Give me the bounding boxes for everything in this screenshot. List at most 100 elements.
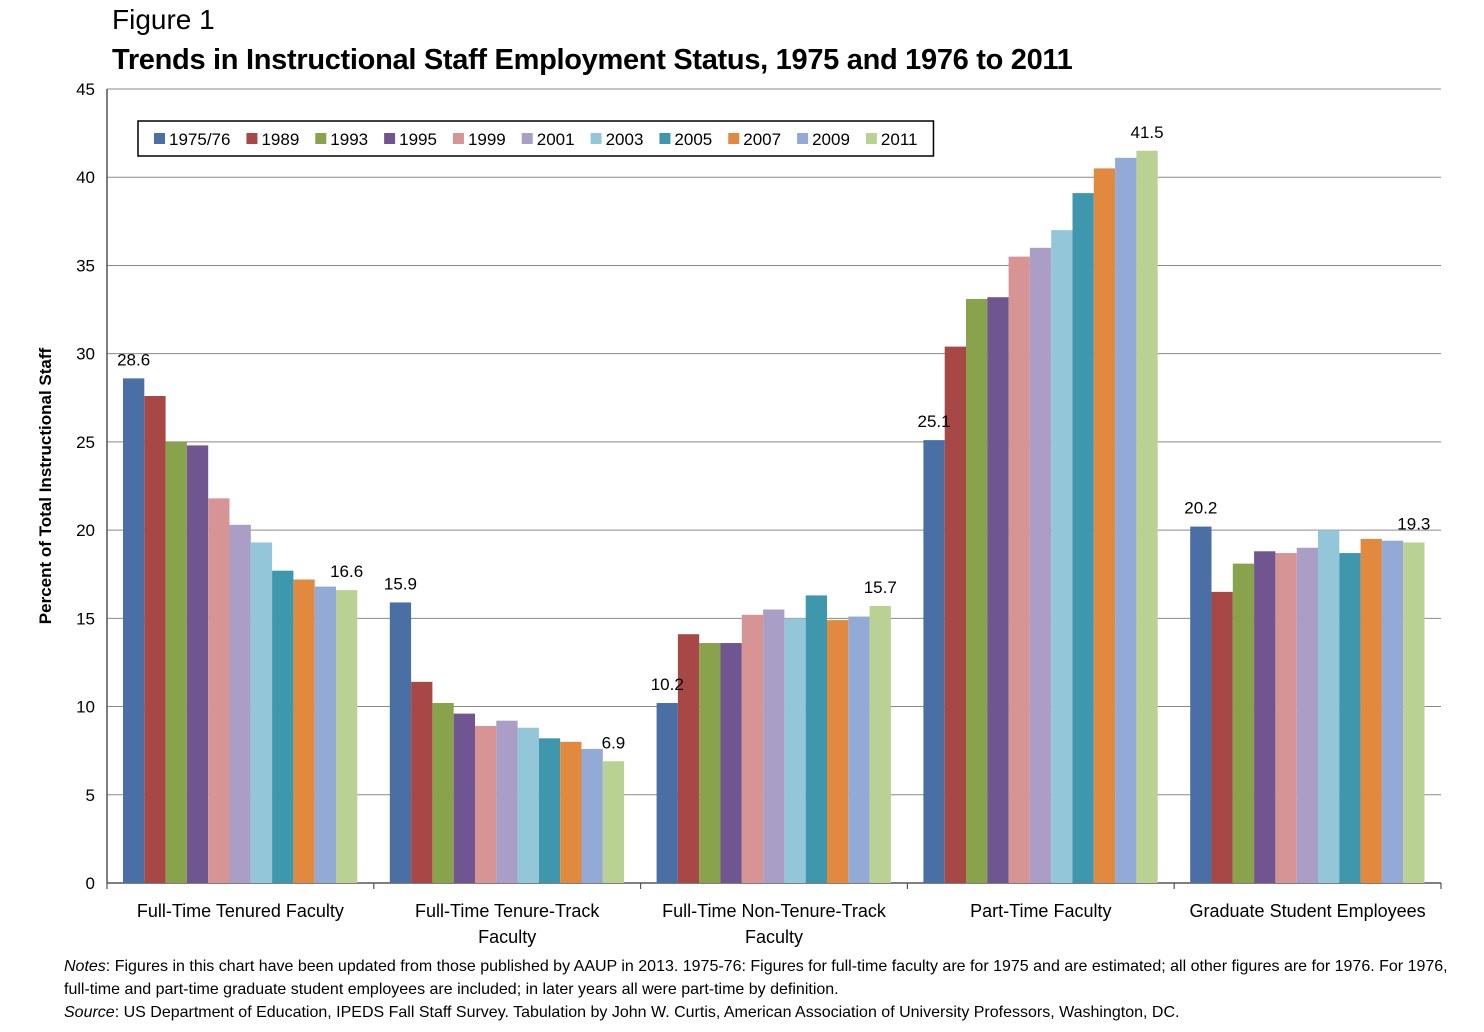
bar-1995 <box>453 713 475 883</box>
data-label: 20.2 <box>1184 499 1217 518</box>
legend-swatch <box>521 133 533 144</box>
bar-2005 <box>538 738 561 883</box>
bar-1993 <box>165 441 187 883</box>
bar-2009 <box>581 748 603 883</box>
bar-2011 <box>1136 150 1158 883</box>
notes-paragraph: Notes: Figures in this chart have been u… <box>64 955 1464 1001</box>
bar-1989 <box>411 681 433 883</box>
legend-swatch <box>590 133 602 144</box>
legend-label: 1995 <box>399 130 437 149</box>
data-label: 6.9 <box>602 733 626 752</box>
bar-2005 <box>1339 553 1361 883</box>
chart-title: Trends in Instructional Staff Employment… <box>112 44 1073 76</box>
bar-1975-76 <box>656 703 678 883</box>
legend-swatch <box>797 133 809 144</box>
data-label: 28.6 <box>117 350 150 369</box>
legend-swatch <box>452 133 464 144</box>
y-tick-label: 10 <box>76 698 95 717</box>
bar-1999 <box>208 498 230 883</box>
bar-1993 <box>432 703 454 883</box>
y-tick-label: 45 <box>76 80 95 99</box>
x-category-label: Faculty <box>478 927 536 947</box>
legend-label: 2009 <box>812 130 850 149</box>
legend-label: 1999 <box>468 130 506 149</box>
bar-2011 <box>602 761 625 883</box>
bar-2011 <box>1403 542 1425 883</box>
bar-1995 <box>1254 551 1276 883</box>
bar-1999 <box>1275 553 1297 883</box>
y-tick-label: 35 <box>76 256 95 275</box>
x-category-label: Full-Time Tenured Faculty <box>137 901 344 921</box>
bar-2001 <box>1029 247 1052 884</box>
bar-2001 <box>763 609 785 883</box>
bar-2003 <box>1318 530 1340 883</box>
bar-2007 <box>293 579 315 883</box>
source-text: : US Department of Education, IPEDS Fall… <box>114 1004 1180 1021</box>
chart-notes: Notes: Figures in this chart have been u… <box>64 955 1464 1024</box>
y-tick-label: 20 <box>76 521 95 540</box>
bar-1975-76 <box>923 440 945 883</box>
bar-2009 <box>1381 540 1404 883</box>
bar-2007 <box>1093 168 1116 883</box>
x-category-label: Full-Time Tenure-Track <box>415 901 600 921</box>
bar-2003 <box>784 618 806 883</box>
legend-swatch <box>384 133 396 144</box>
source-label: Source <box>64 1004 115 1021</box>
legend-swatch <box>659 133 671 144</box>
data-label: 19.3 <box>1397 514 1430 533</box>
y-axis-label: Percent of Total Instructional Staff <box>36 347 55 624</box>
bar-2001 <box>229 524 251 883</box>
bar-2005 <box>805 595 827 883</box>
y-tick-label: 0 <box>86 874 95 893</box>
bar-2003 <box>517 727 539 883</box>
bar-1995 <box>720 643 742 883</box>
source-paragraph: Source: US Department of Education, IPED… <box>64 1001 1464 1024</box>
legend-label: 2003 <box>606 130 644 149</box>
bar-1989 <box>944 346 966 883</box>
legend-label: 2007 <box>743 130 781 149</box>
bar-1993 <box>699 643 721 883</box>
bar-1995 <box>987 297 1009 883</box>
legend-swatch <box>246 133 258 144</box>
notes-text: : Figures in this chart have been update… <box>64 958 1448 998</box>
bar-1975-76 <box>1190 526 1212 883</box>
legend-swatch <box>315 133 327 144</box>
legend-swatch <box>728 133 740 144</box>
data-label: 15.9 <box>384 574 417 593</box>
data-label: 41.5 <box>1131 123 1164 142</box>
bar-2003 <box>1051 230 1073 884</box>
bar-1995 <box>186 445 209 883</box>
legend-label: 1989 <box>261 130 299 149</box>
bar-2011 <box>336 590 358 883</box>
legend-label: 1975/76 <box>169 130 230 149</box>
legend-label: 1993 <box>330 130 368 149</box>
bar-1989 <box>1211 591 1233 883</box>
y-tick-label: 15 <box>76 609 95 628</box>
bar-2005 <box>272 570 294 883</box>
bar-2007 <box>827 620 849 883</box>
bar-1999 <box>1008 256 1030 884</box>
bar-1993 <box>966 298 988 884</box>
bar-2003 <box>250 542 273 883</box>
bar-1975-76 <box>123 378 145 883</box>
y-tick-label: 25 <box>76 433 95 452</box>
bar-2001 <box>496 720 518 883</box>
x-category-label: Full-Time Non-Tenure-Track <box>662 901 887 921</box>
bar-2001 <box>1296 547 1318 883</box>
legend-swatch <box>154 133 165 144</box>
bar-1989 <box>677 634 700 883</box>
data-label: 16.6 <box>330 562 363 581</box>
bar-2007 <box>560 741 582 883</box>
notes-label: Notes <box>64 958 106 975</box>
y-tick-label: 40 <box>76 168 95 187</box>
bar-2009 <box>848 616 870 883</box>
legend-label: 2001 <box>537 130 575 149</box>
bar-2007 <box>1360 538 1382 883</box>
x-category-label: Graduate Student Employees <box>1190 901 1426 921</box>
data-label: 25.1 <box>918 412 951 431</box>
bar-2011 <box>869 605 891 883</box>
bar-2005 <box>1072 193 1094 883</box>
bar-1993 <box>1232 563 1255 883</box>
data-label: 15.7 <box>864 578 897 597</box>
bar-2009 <box>314 586 336 883</box>
